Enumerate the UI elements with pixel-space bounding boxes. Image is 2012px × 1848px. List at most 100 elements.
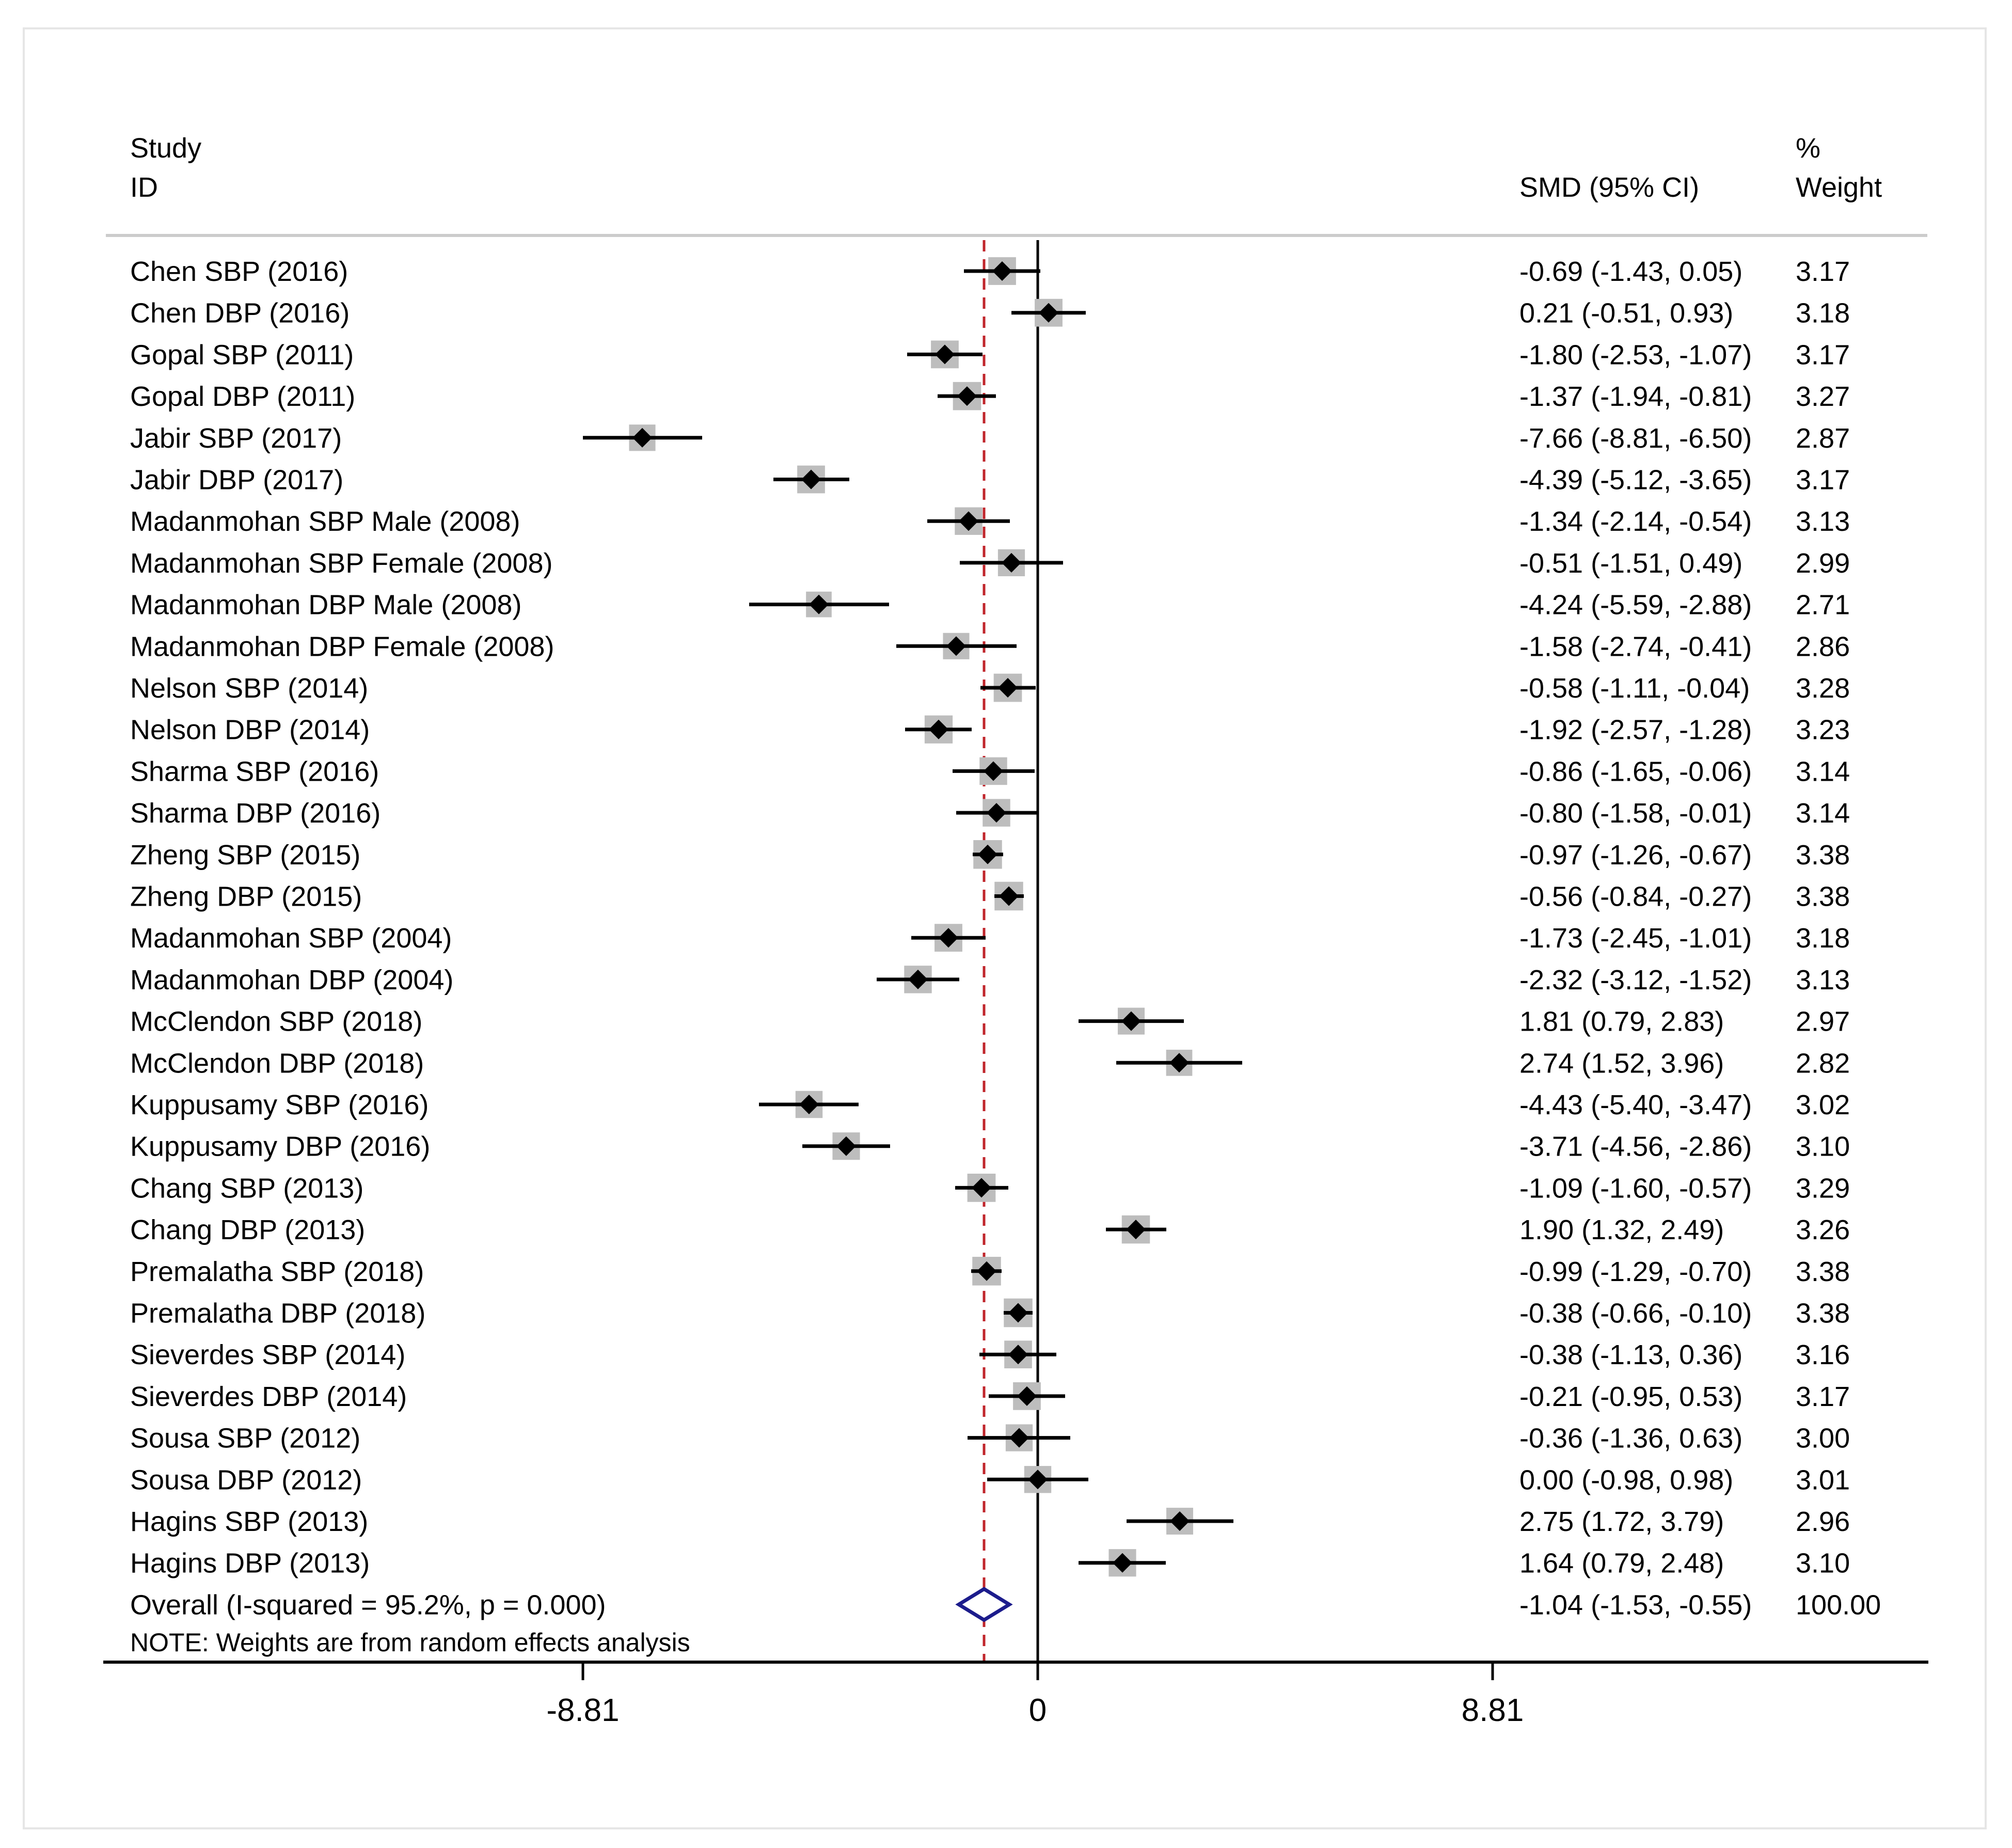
header-weight: Weight	[1796, 172, 1882, 203]
study-ci: -0.97 (-1.26, -0.67)	[1519, 840, 1752, 871]
x-tick-label: 0	[1029, 1693, 1047, 1728]
study-ci: 1.64 (0.79, 2.48)	[1519, 1548, 1724, 1579]
point-estimate	[632, 428, 652, 448]
header-effect: SMD (95% CI)	[1519, 172, 1699, 203]
point-estimate	[836, 1136, 856, 1156]
study-ci: -0.21 (-0.95, 0.53)	[1519, 1381, 1742, 1412]
study-weight: 3.10	[1796, 1548, 1850, 1579]
study-weight: 3.16	[1796, 1339, 1850, 1370]
study-label: Hagins SBP (2013)	[130, 1506, 368, 1537]
study-label: Jabir SBP (2017)	[130, 423, 342, 454]
study-ci: -0.38 (-1.13, 0.36)	[1519, 1339, 1742, 1370]
study-label: Gopal SBP (2011)	[130, 339, 354, 370]
study-ci: -0.80 (-1.58, -0.01)	[1519, 798, 1752, 829]
study-ci: -1.80 (-2.53, -1.07)	[1519, 339, 1752, 370]
study-ci: -4.43 (-5.40, -3.47)	[1519, 1089, 1752, 1120]
study-label: Hagins DBP (2013)	[130, 1548, 370, 1579]
study-ci: -0.86 (-1.65, -0.06)	[1519, 756, 1752, 787]
study-weight: 3.14	[1796, 756, 1850, 787]
study-weight: 3.00	[1796, 1423, 1850, 1454]
study-weight: 3.13	[1796, 506, 1850, 537]
study-weight: 3.02	[1796, 1089, 1850, 1120]
study-label: McClendon SBP (2018)	[130, 1006, 422, 1037]
study-ci: -0.51 (-1.51, 0.49)	[1519, 548, 1742, 579]
study-label: Chang SBP (2013)	[130, 1173, 363, 1204]
point-estimate	[1009, 1428, 1029, 1448]
study-weight: 3.26	[1796, 1214, 1850, 1245]
point-estimate	[1170, 1511, 1190, 1531]
study-label: Madanmohan SBP Male (2008)	[130, 506, 520, 537]
x-tick-label: -8.81	[546, 1693, 619, 1728]
point-estimate	[935, 344, 955, 365]
study-weight: 3.17	[1796, 465, 1850, 496]
point-estimate	[809, 594, 829, 614]
study-weight: 2.97	[1796, 1006, 1850, 1037]
point-estimate	[929, 719, 948, 739]
point-estimate	[939, 928, 958, 948]
study-weight: 2.86	[1796, 631, 1850, 662]
study-label: Sousa SBP (2012)	[130, 1423, 360, 1454]
study-weight: 2.71	[1796, 590, 1850, 621]
study-label: Jabir DBP (2017)	[130, 465, 343, 496]
study-weight: 3.17	[1796, 256, 1850, 287]
study-weight: 2.82	[1796, 1048, 1850, 1079]
x-tick-label: 8.81	[1462, 1693, 1524, 1728]
study-ci: 2.74 (1.52, 3.96)	[1519, 1048, 1724, 1079]
point-estimate	[987, 803, 1006, 823]
study-ci: -1.34 (-2.14, -0.54)	[1519, 506, 1752, 537]
study-ci: -3.71 (-4.56, -2.86)	[1519, 1131, 1752, 1162]
study-label: Premalatha SBP (2018)	[130, 1256, 424, 1287]
study-weight: 3.17	[1796, 1381, 1850, 1412]
plot-marks	[583, 240, 1242, 1662]
point-estimate	[1121, 1011, 1141, 1031]
study-ci: 1.90 (1.32, 2.49)	[1519, 1214, 1724, 1245]
study-ci: -0.36 (-1.36, 0.63)	[1519, 1423, 1742, 1454]
study-label: Madanmohan SBP Female (2008)	[130, 548, 552, 579]
point-estimate	[1008, 1303, 1028, 1323]
study-weight: 3.38	[1796, 840, 1850, 871]
overall-label: Overall (I-squared = 95.2%, p = 0.000)	[130, 1589, 606, 1620]
study-weight: 2.87	[1796, 423, 1850, 454]
study-weight: 3.38	[1796, 1256, 1850, 1287]
point-estimate	[1028, 1470, 1048, 1490]
point-estimate	[1169, 1053, 1189, 1073]
study-label: Madanmohan DBP Male (2008)	[130, 590, 521, 621]
point-estimate	[998, 678, 1018, 698]
study-label: Kuppusamy SBP (2016)	[130, 1089, 429, 1120]
study-rows: Chen SBP (2016) -0.69 (-1.43, 0.05) 3.17 Ch…	[130, 256, 1881, 1620]
study-label: Zheng DBP (2015)	[130, 881, 362, 912]
note-text: NOTE: Weights are from random effects an…	[130, 1628, 690, 1657]
study-weight: 3.23	[1796, 715, 1850, 746]
study-ci: -0.38 (-0.66, -0.10)	[1519, 1298, 1752, 1329]
study-label: Sousa DBP (2012)	[130, 1464, 362, 1495]
study-weight: 3.29	[1796, 1173, 1850, 1204]
study-ci: -0.58 (-1.11, -0.04)	[1519, 673, 1750, 704]
point-estimate	[957, 386, 977, 406]
study-weight: 3.38	[1796, 881, 1850, 912]
point-estimate	[977, 1261, 996, 1281]
study-weight: 3.13	[1796, 965, 1850, 996]
x-axis-ticks: -8.81 0 8.81	[546, 1662, 1524, 1728]
study-weight: 3.17	[1796, 339, 1850, 370]
study-ci: -0.56 (-0.84, -0.27)	[1519, 881, 1752, 912]
header-study: Study	[130, 133, 201, 164]
point-estimate	[992, 261, 1012, 281]
study-ci: 0.00 (-0.98, 0.98)	[1519, 1464, 1733, 1495]
study-ci: 1.81 (0.79, 2.83)	[1519, 1006, 1724, 1037]
point-estimate	[799, 1095, 819, 1114]
overall-ci: -1.04 (-1.53, -0.55)	[1519, 1589, 1752, 1620]
study-weight: 3.27	[1796, 381, 1850, 412]
study-label: Nelson SBP (2014)	[130, 673, 368, 704]
study-label: Madanmohan SBP (2004)	[130, 923, 452, 954]
study-label: Sharma SBP (2016)	[130, 756, 379, 787]
header-percent: %	[1796, 133, 1820, 164]
study-label: Chang DBP (2013)	[130, 1214, 365, 1245]
point-estimate	[1039, 303, 1058, 323]
study-weight: 3.18	[1796, 298, 1850, 329]
study-weight: 2.99	[1796, 548, 1850, 579]
study-ci: -1.58 (-2.74, -0.41)	[1519, 631, 1752, 662]
study-label: Sieverdes SBP (2014)	[130, 1339, 405, 1370]
study-weight: 3.28	[1796, 673, 1850, 704]
study-ci: -1.73 (-2.45, -1.01)	[1519, 923, 1752, 954]
